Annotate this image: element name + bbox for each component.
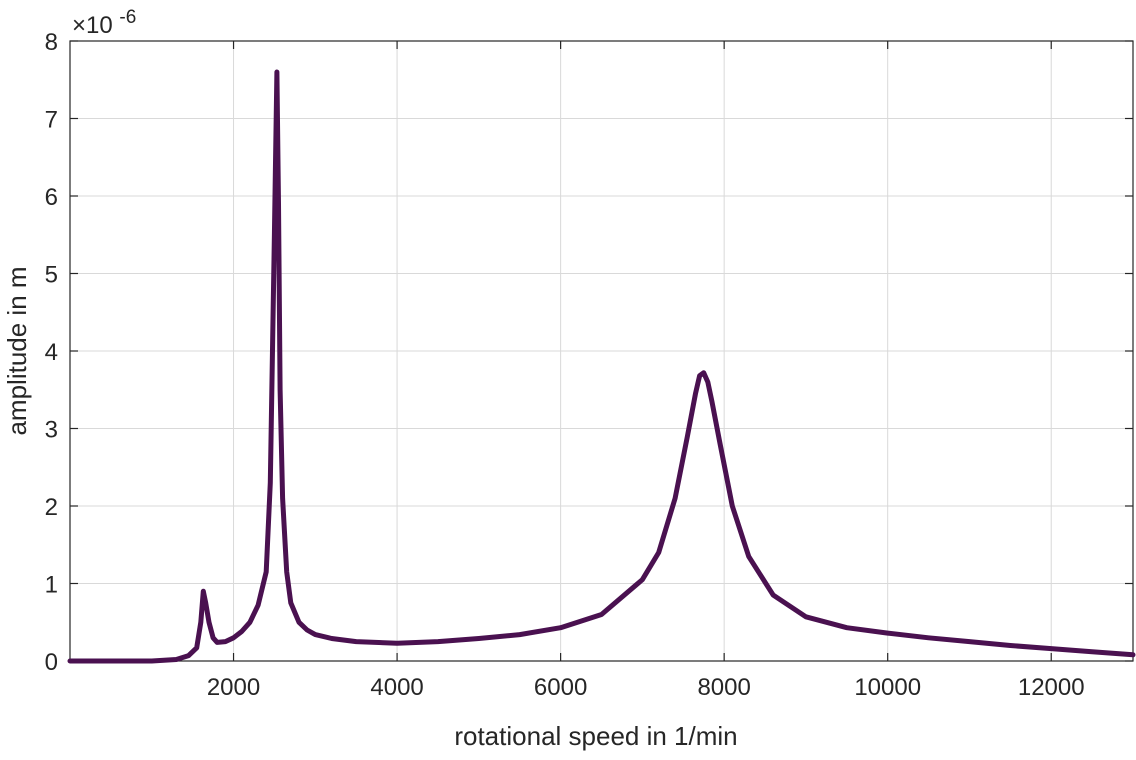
y-axis-exponent: ×10 -6 (72, 7, 136, 39)
grid (70, 41, 1133, 661)
y-tick-label: 7 (45, 107, 58, 134)
y-axis-exponent-power: -6 (119, 7, 136, 28)
y-tick-label: 1 (45, 572, 58, 599)
y-axis-title: amplitude in m (2, 266, 32, 435)
tick-labels: 2000 4000 6000 8000 10000 12000 0 1 2 3 4 5 6 7 8 (45, 29, 1085, 701)
y-axis-exponent-base: ×10 (72, 12, 113, 39)
y-tick-label: 4 (45, 339, 58, 366)
x-tick-label: 4000 (370, 674, 423, 701)
y-tick-label: 6 (45, 184, 58, 211)
y-tick-label: 3 (45, 417, 58, 444)
x-tick-label: 6000 (534, 674, 587, 701)
y-tick-label: 5 (45, 262, 58, 289)
axes (69, 40, 1134, 662)
y-tick-label: 0 (45, 649, 58, 676)
x-tick-label: 8000 (697, 674, 750, 701)
x-tick-label: 12000 (1018, 674, 1085, 701)
y-tick-label: 8 (45, 29, 58, 56)
x-axis-title: rotational speed in 1/min (454, 721, 737, 751)
series-layer (67, 69, 1136, 664)
x-tick-label: 2000 (207, 674, 260, 701)
series-line (67, 69, 1136, 664)
x-tick-label: 10000 (854, 674, 921, 701)
y-tick-label: 2 (45, 494, 58, 521)
